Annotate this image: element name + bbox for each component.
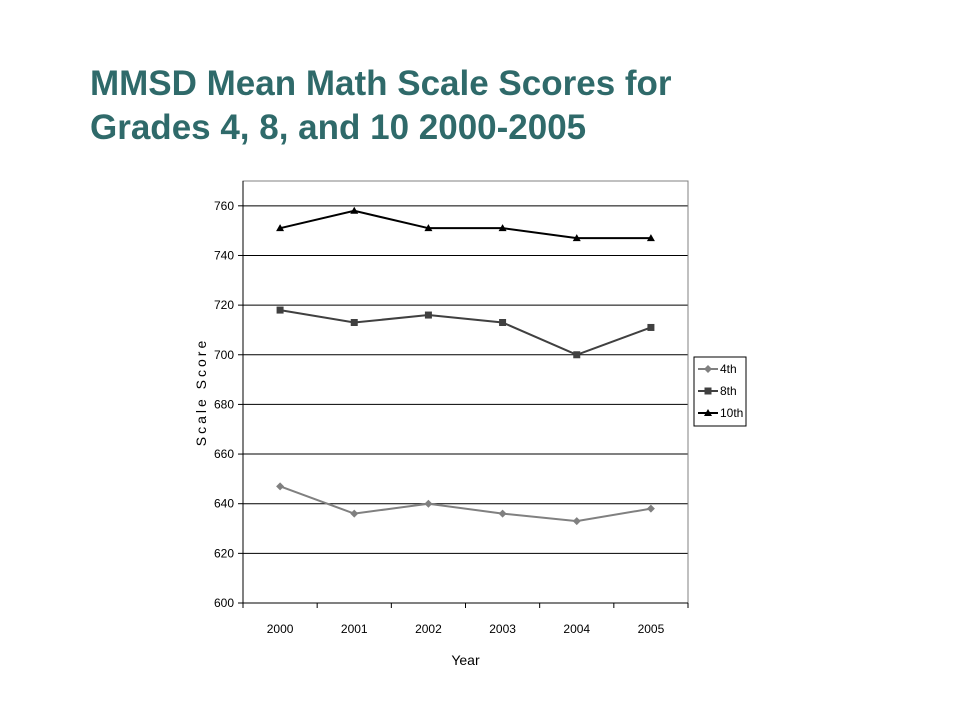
legend-label: 10th: [720, 406, 743, 420]
y-tick-label: 640: [214, 497, 234, 511]
x-tick-label: 2001: [341, 622, 368, 636]
series-line-8th: [279, 309, 652, 356]
legend-label: 8th: [720, 384, 737, 398]
legend: 4th 8th 10th: [693, 356, 747, 427]
data-point-10th: [572, 234, 581, 242]
y-tick-label: 760: [214, 199, 234, 213]
series-line-4th: [279, 485, 652, 523]
axes: [238, 180, 689, 608]
data-point-8th: [647, 323, 655, 331]
y-tick-label: 660: [214, 447, 234, 461]
x-tick-label: 2000: [267, 622, 294, 636]
y-tick-label: 720: [214, 298, 234, 312]
legend-marker-10th: [704, 409, 712, 416]
data-point-4th: [424, 499, 433, 508]
x-tick-label: 2003: [489, 622, 516, 636]
data-point-4th: [572, 517, 581, 526]
data-point-8th: [350, 318, 358, 326]
legend-label: 4th: [720, 362, 737, 376]
data-point-8th: [499, 318, 507, 326]
plot-area: [242, 180, 689, 604]
data-point-10th: [350, 206, 359, 214]
x-tick-label: 2005: [638, 622, 665, 636]
y-tick-label: 700: [214, 348, 234, 362]
legend-marker-8th: [704, 387, 712, 395]
data-point-4th: [350, 509, 359, 518]
y-tick-label: 600: [214, 596, 234, 610]
x-tick-label: 2002: [415, 622, 442, 636]
data-point-8th: [424, 311, 432, 319]
data-point-4th: [276, 482, 285, 491]
x-axis-title: Year: [451, 652, 480, 668]
axis-labels: 600 620 640 660 680 700 720 740 760 2000 2001 2002 2…: [193, 199, 665, 668]
y-tick-label: 620: [214, 546, 234, 560]
data-point-10th: [424, 224, 433, 232]
y-axis-title: Scale Score: [193, 338, 209, 446]
data-point-10th: [646, 234, 655, 242]
series-line-10th: [279, 209, 651, 240]
data-point-10th: [276, 224, 285, 232]
y-tick-label: 680: [214, 397, 234, 411]
data-point-4th: [498, 509, 507, 518]
series-lines: [276, 206, 655, 526]
legend-marker-4th: [704, 365, 712, 373]
data-point-4th: [646, 504, 655, 513]
data-point-10th: [498, 224, 507, 232]
slide-title-line-2: Grades 4, 8, and 10 2000-2005: [90, 108, 587, 147]
x-tick-label: 2004: [563, 622, 590, 636]
slide-title-line-1: MMSD Mean Math Scale Scores for: [90, 64, 672, 103]
slide-title: MMSD Mean Math Scale Scores for Grades 4…: [90, 62, 910, 150]
data-point-8th: [276, 306, 284, 314]
y-tick-label: 740: [214, 248, 234, 262]
data-point-8th: [573, 351, 581, 359]
gridlines: [243, 205, 688, 554]
